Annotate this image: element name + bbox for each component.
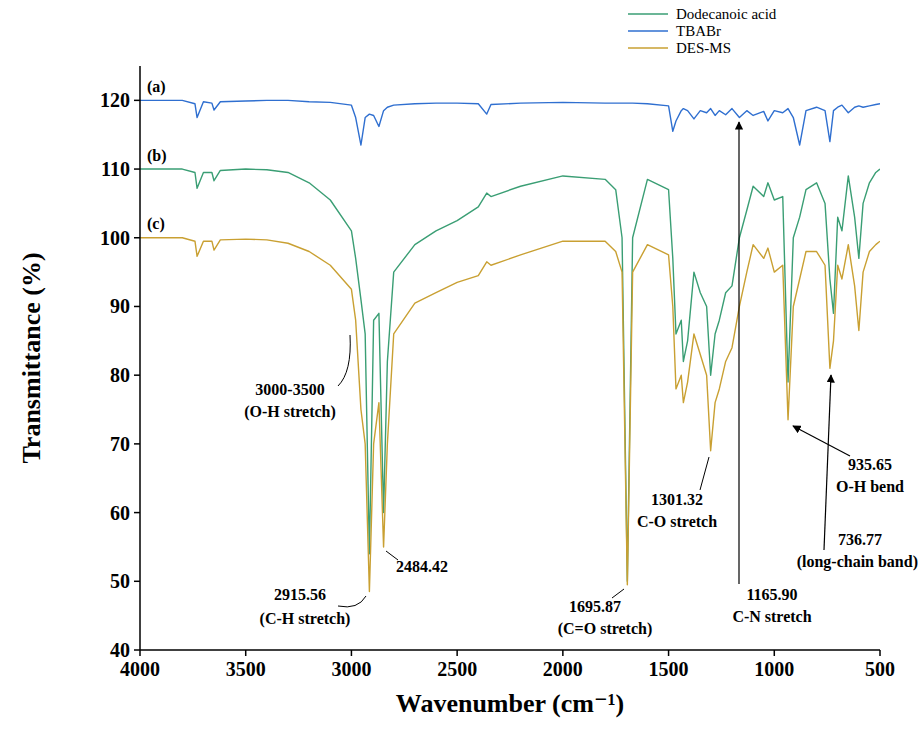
- annotation: (a): [147, 78, 166, 96]
- y-axis-title: Transmittance (%): [17, 252, 46, 463]
- x-tick: [562, 650, 564, 656]
- y-tick-label: 90: [110, 295, 130, 317]
- y-tick: [134, 581, 140, 583]
- chart: 4050607080901001101204000350030002500200…: [0, 0, 924, 729]
- spectrum-line: [140, 238, 880, 592]
- y-tick-label: 120: [100, 89, 130, 111]
- y-tick: [134, 374, 140, 376]
- annotation: O-H bend: [836, 478, 904, 495]
- annotation: C-N stretch: [732, 608, 811, 625]
- x-tick-label: 2000: [543, 658, 583, 680]
- legend-label: Dodecanoic acid: [676, 6, 777, 22]
- annotation: 3000-3500: [255, 381, 324, 398]
- x-tick: [879, 650, 881, 656]
- x-tick-label: 1500: [649, 658, 689, 680]
- annotation-arrow: [793, 426, 850, 456]
- annotation-leader: [700, 457, 709, 490]
- x-tick-label: 1000: [754, 658, 794, 680]
- annotation: (C-H stretch): [260, 610, 351, 628]
- x-tick-label: 3000: [331, 658, 371, 680]
- y-tick: [134, 512, 140, 514]
- x-tick-label: 3500: [226, 658, 266, 680]
- x-axis-title: Wavenumber (cm⁻¹): [396, 689, 624, 718]
- annotations: (a) (b) (c) 3000-3500 (O-H stretch) 2915.56 (C…: [147, 78, 918, 638]
- y-tick: [134, 649, 140, 651]
- annotation-bracket: [338, 335, 350, 386]
- y-tick-label: 100: [100, 227, 130, 249]
- y-tick-label: 80: [110, 364, 130, 386]
- annotation: C-O stretch: [637, 513, 717, 530]
- annotation: 935.65: [848, 456, 892, 473]
- y-tick: [134, 443, 140, 445]
- annotation: (C=O stretch): [558, 620, 653, 638]
- annotation-arrow: [824, 375, 831, 550]
- series-group: [140, 100, 880, 591]
- spectrum-line: [140, 100, 880, 145]
- y-tick: [134, 306, 140, 308]
- x-tick: [668, 650, 670, 656]
- annotation-arrow: [738, 122, 739, 584]
- legend-label: DES-MS: [676, 40, 731, 56]
- x-tick: [456, 650, 458, 656]
- y-tick: [134, 237, 140, 239]
- x-tick: [351, 650, 353, 656]
- annotation: 1165.90: [746, 586, 797, 603]
- annotation: (long-chain band): [797, 553, 918, 571]
- x-tick-label: 500: [865, 658, 895, 680]
- y-tick-label: 70: [110, 433, 130, 455]
- y-tick: [134, 100, 140, 102]
- annotation-bracket: [338, 596, 366, 607]
- x-tick-label: 2500: [437, 658, 477, 680]
- legend-swatch: [628, 47, 668, 49]
- background: [0, 0, 924, 729]
- annotation: (b): [147, 147, 167, 165]
- y-tick: [134, 168, 140, 170]
- annotation: 736.77: [838, 531, 882, 548]
- annotation: (c): [147, 215, 165, 233]
- legend-swatch: [628, 30, 668, 32]
- annotation: 1695.87: [569, 598, 621, 615]
- y-axis-line: [139, 66, 141, 650]
- x-tick: [774, 650, 776, 656]
- x-tick-label: 4000: [120, 658, 160, 680]
- spectrum-line: [140, 169, 880, 581]
- legend-swatch: [628, 13, 668, 15]
- y-tick-label: 60: [110, 502, 130, 524]
- x-tick: [139, 650, 141, 656]
- x-tick: [245, 650, 247, 656]
- legend-label: TBABr: [676, 23, 721, 39]
- annotation-leader: [612, 589, 624, 598]
- x-axis-line: [140, 649, 880, 651]
- annotation: 2484.42: [396, 558, 448, 575]
- annotation: (O-H stretch): [244, 403, 336, 421]
- y-tick-label: 50: [110, 570, 130, 592]
- annotation: 2915.56: [274, 586, 326, 603]
- annotation: 1301.32: [651, 491, 703, 508]
- y-tick-label: 110: [101, 158, 130, 180]
- legend: Dodecanoic acidTBABrDES-MS: [628, 6, 777, 56]
